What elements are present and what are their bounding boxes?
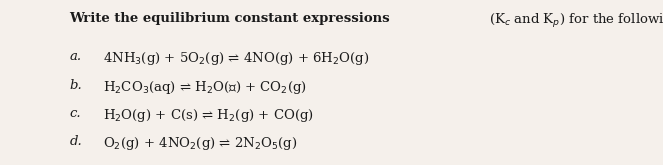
Text: a.: a.: [70, 50, 82, 63]
Text: H$_2$O(g) + C(s) ⇌ H$_2$(g) + CO(g): H$_2$O(g) + C(s) ⇌ H$_2$(g) + CO(g): [103, 107, 314, 124]
Text: Write the equilibrium constant expressions: Write the equilibrium constant expressio…: [70, 12, 395, 25]
Text: (K$_c$ and K$_p$) for the following reactions:: (K$_c$ and K$_p$) for the following reac…: [489, 12, 663, 30]
Text: 4NH$_3$(g) + 5O$_2$(g) ⇌ 4NO(g) + 6H$_2$O(g): 4NH$_3$(g) + 5O$_2$(g) ⇌ 4NO(g) + 6H$_2$…: [103, 50, 369, 66]
Text: b.: b.: [70, 79, 82, 92]
Text: d.: d.: [70, 135, 82, 148]
Text: O$_2$(g) + 4NO$_2$(g) ⇌ 2N$_2$O$_5$(g): O$_2$(g) + 4NO$_2$(g) ⇌ 2N$_2$O$_5$(g): [103, 135, 298, 152]
Text: e.: e.: [70, 163, 82, 165]
Text: H$_2$CO$_3$(aq) ⇌ H$_2$O(ℓ) + CO$_2$(g): H$_2$CO$_3$(aq) ⇌ H$_2$O(ℓ) + CO$_2$(g): [103, 79, 307, 96]
Text: 2H$_2$(g) + O$_2$(g) ⇌ 2H$_2$O(ℓ): 2H$_2$(g) + O$_2$(g) ⇌ 2H$_2$O(ℓ): [103, 163, 278, 165]
Text: c.: c.: [70, 107, 82, 120]
